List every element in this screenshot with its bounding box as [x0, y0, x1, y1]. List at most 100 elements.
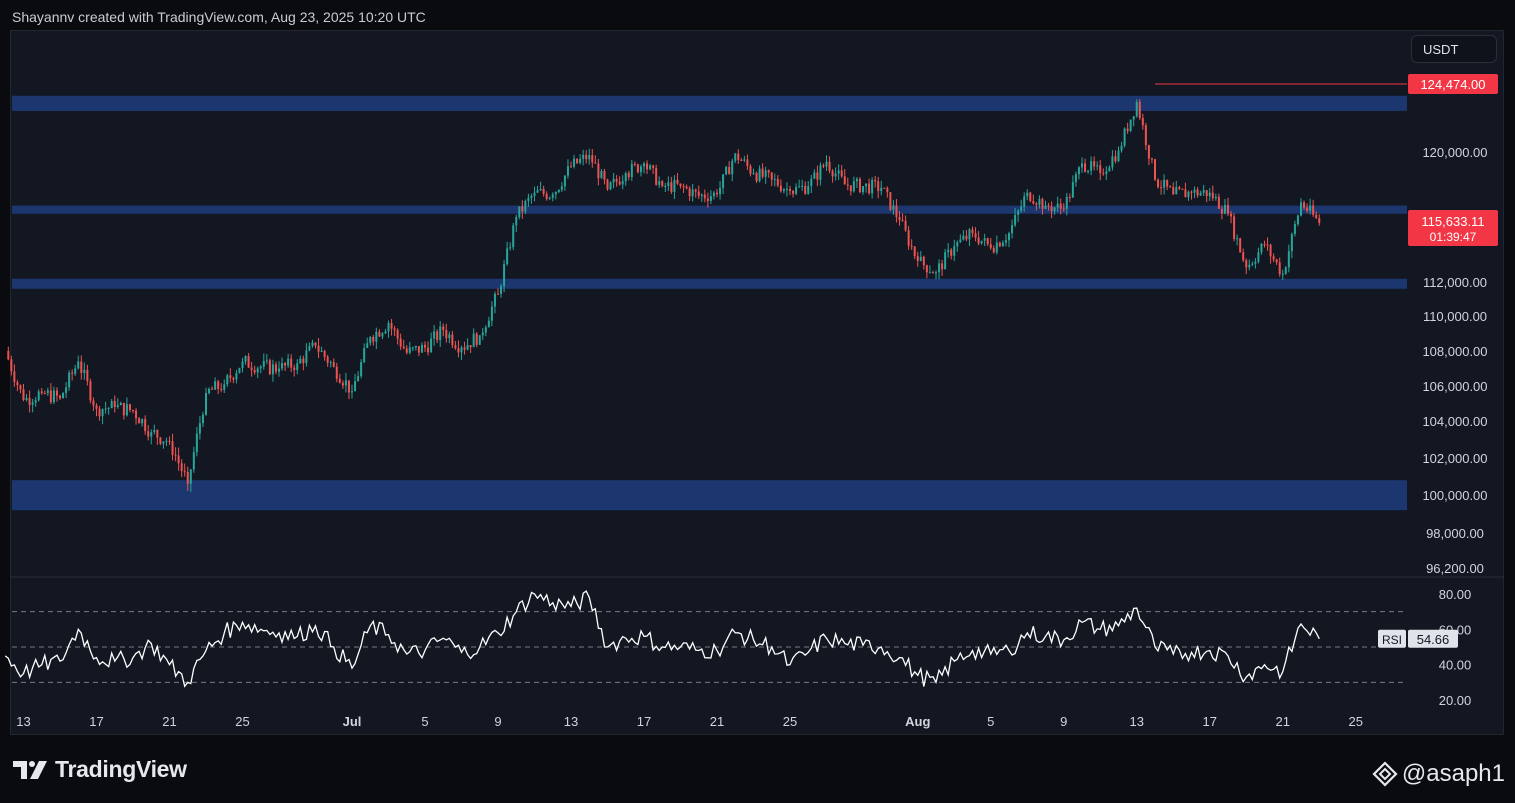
candle	[259, 366, 262, 369]
candle	[40, 391, 43, 393]
candle	[360, 362, 363, 377]
candle	[570, 166, 572, 168]
candle	[113, 401, 116, 407]
candle	[795, 187, 798, 194]
currency-label: USDT	[1423, 41, 1459, 57]
candle	[135, 410, 138, 419]
candle	[354, 381, 357, 392]
candle	[1120, 145, 1123, 151]
currency-selector[interactable]: USDT	[1411, 35, 1497, 63]
candle	[107, 408, 110, 410]
rsi-tick-label: 80.00	[1439, 587, 1472, 602]
candle	[1315, 214, 1318, 219]
candle	[427, 347, 430, 353]
candle	[1144, 125, 1147, 146]
candle	[995, 242, 998, 253]
candle	[1138, 101, 1141, 118]
candle	[1193, 189, 1196, 193]
candle	[776, 178, 779, 186]
candle	[551, 194, 554, 198]
candle	[138, 418, 141, 424]
candle	[1020, 206, 1023, 211]
candle	[807, 186, 810, 194]
candle	[728, 166, 731, 175]
candle	[1254, 261, 1257, 264]
time-tick-label: 13	[16, 714, 30, 729]
candle	[101, 409, 104, 417]
candle	[287, 358, 290, 366]
candle	[636, 164, 639, 173]
price-tick-label: 120,000.00	[1422, 145, 1487, 160]
candle	[691, 189, 694, 197]
candle	[168, 440, 171, 442]
candle	[1269, 244, 1272, 257]
handle-text: @asaph1	[1401, 760, 1505, 787]
candle	[189, 469, 192, 484]
candle	[1260, 243, 1263, 253]
candle	[320, 350, 323, 352]
candle	[338, 378, 341, 383]
candle	[1281, 273, 1284, 275]
candle	[1223, 204, 1226, 214]
rsi-name-label: RSI	[1382, 633, 1402, 647]
candle	[1242, 252, 1245, 261]
candle	[1184, 189, 1187, 198]
candle	[1087, 170, 1090, 172]
candle	[430, 338, 433, 353]
candle	[898, 217, 901, 221]
time-tick-label: 17	[1203, 714, 1217, 729]
candle	[600, 170, 603, 179]
candle	[214, 381, 217, 390]
candle	[941, 263, 944, 270]
candle	[971, 229, 974, 234]
zones-layer	[12, 95, 1407, 511]
candle	[411, 347, 414, 349]
candle	[646, 163, 649, 170]
candle	[396, 330, 399, 339]
candle	[390, 323, 393, 329]
candle	[1236, 238, 1239, 240]
candle	[798, 186, 801, 188]
candle	[77, 361, 80, 369]
candle	[1062, 208, 1065, 210]
candle	[408, 347, 411, 353]
candle	[804, 185, 807, 194]
candle	[895, 205, 898, 218]
candle	[597, 163, 600, 179]
candle	[962, 235, 965, 240]
candle	[302, 358, 305, 364]
candle	[694, 189, 697, 192]
candle	[1230, 213, 1233, 217]
candle	[274, 364, 277, 372]
candle	[1111, 156, 1114, 168]
candle	[852, 181, 855, 192]
logo-text: TradingView	[55, 756, 187, 782]
candle	[366, 343, 369, 349]
candle	[247, 356, 250, 368]
candle	[375, 331, 378, 342]
candle	[1117, 150, 1120, 162]
candle	[13, 371, 16, 383]
time-tick-label: 5	[421, 714, 428, 729]
candle	[749, 165, 752, 174]
candle	[472, 333, 475, 348]
candle	[229, 375, 232, 378]
candle	[977, 237, 980, 244]
candle	[731, 160, 734, 175]
candle	[591, 155, 594, 163]
candle	[217, 381, 220, 389]
candle	[509, 247, 512, 249]
candle	[846, 184, 849, 186]
candle	[524, 201, 527, 212]
candle	[278, 368, 280, 372]
candle	[253, 369, 256, 373]
candle	[463, 347, 466, 350]
chart-frame	[10, 30, 1504, 735]
candle	[880, 187, 883, 192]
candle	[886, 188, 889, 193]
time-tick-label: Aug	[905, 714, 930, 729]
candle	[1217, 196, 1220, 209]
candle	[630, 164, 633, 178]
